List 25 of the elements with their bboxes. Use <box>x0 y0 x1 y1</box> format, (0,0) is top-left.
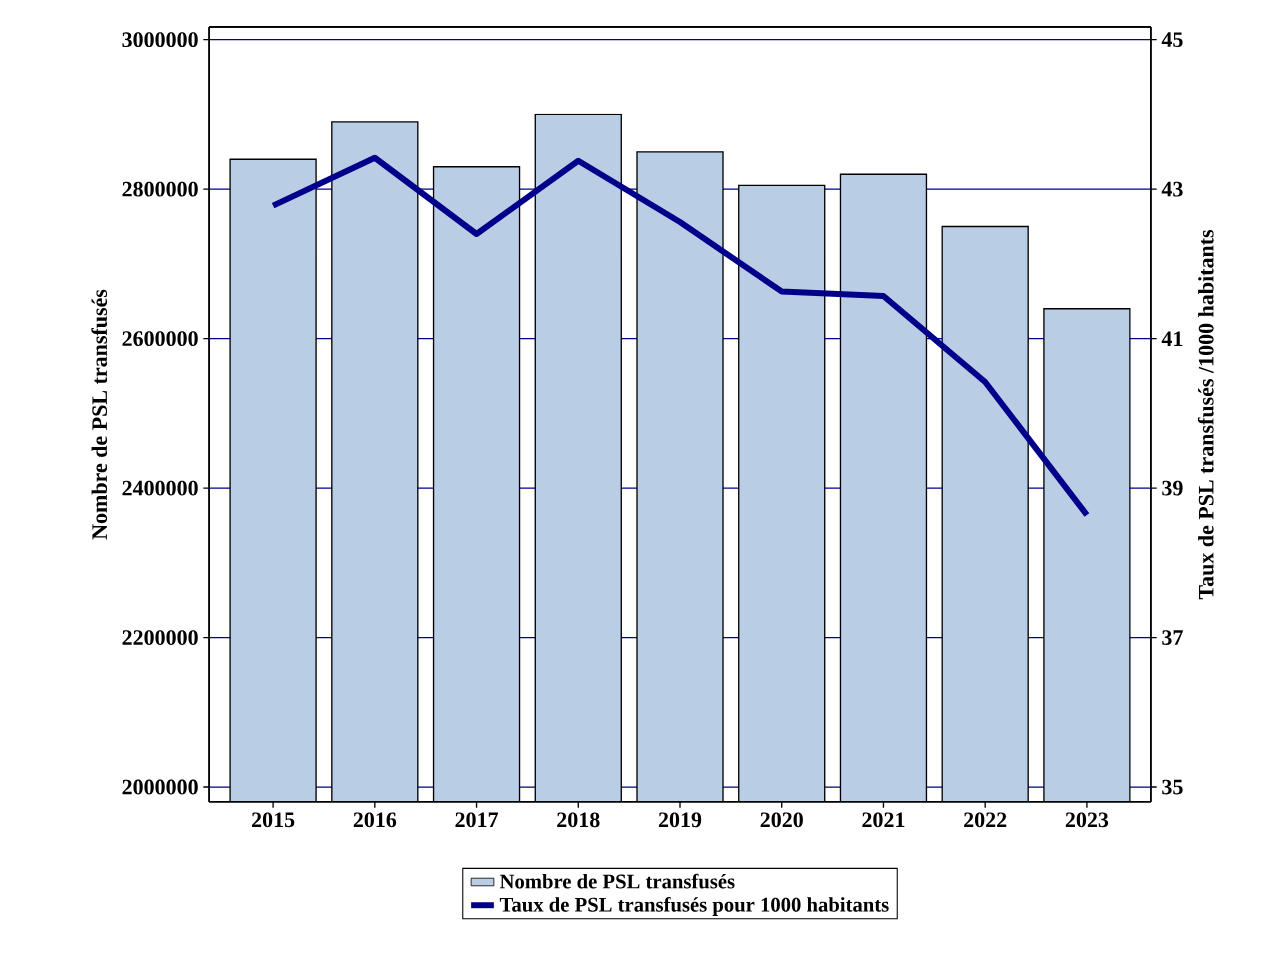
y-tick-label: 2600000 <box>122 331 198 347</box>
y2-tick-label: 43 <box>1161 181 1183 197</box>
y-tick-label: 3000000 <box>122 32 198 48</box>
x-tick-label: 2023 <box>1065 812 1109 828</box>
x-tick-label: 2022 <box>964 812 1007 828</box>
x-tick-label: 2016 <box>353 812 397 828</box>
legend-label: Taux de PSL transfusés pour 1000 habitants <box>499 896 889 916</box>
y-tick-label: 2400000 <box>122 480 198 496</box>
x-tick-label: 2019 <box>658 812 702 828</box>
y2-axis-title: Taux de PSL transfusés /1000 habitants <box>1197 229 1214 600</box>
x-tick-label: 2018 <box>557 812 600 828</box>
x-tick-label: 2021 <box>862 812 905 828</box>
y2-tick-label: 45 <box>1161 32 1183 48</box>
legend-label: Nombre de PSL transfusés <box>499 873 735 889</box>
y2-tick-label: 35 <box>1162 779 1183 795</box>
y2-tick-label: 41 <box>1161 331 1183 346</box>
y-axis-title: Nombre de PSL transfusés <box>91 289 108 540</box>
y2-tick-label: 39 <box>1162 480 1183 496</box>
x-tick-label: 2017 <box>455 812 498 828</box>
y2-tick-label: 37 <box>1162 630 1183 645</box>
x-tick-label: 2015 <box>252 812 295 828</box>
x-tick-label: 2020 <box>760 812 803 828</box>
y-tick-label: 2000000 <box>122 779 198 795</box>
y-tick-label: 2800000 <box>122 181 198 197</box>
y-tick-label: 2200000 <box>122 630 198 645</box>
